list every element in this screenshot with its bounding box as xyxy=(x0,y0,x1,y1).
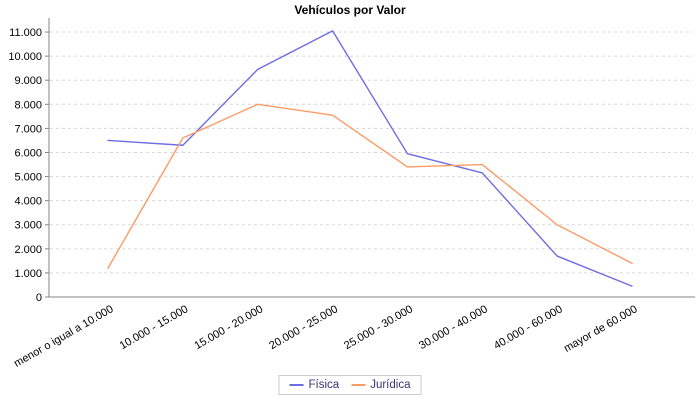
x-category-label: 10.000 - 15.000 xyxy=(118,303,191,352)
series-line-fisica xyxy=(107,30,633,287)
y-tick-label: 3.000 xyxy=(14,220,42,232)
legend-label-juridica: Jurídica xyxy=(370,379,411,391)
y-tick-label: 8.000 xyxy=(14,99,42,111)
x-category-label: 20.000 - 25.000 xyxy=(267,303,340,352)
x-category-label: 30.000 - 40.000 xyxy=(417,303,490,352)
y-tick-label: 2.000 xyxy=(14,244,42,256)
y-tick-label: 10.000 xyxy=(8,51,42,63)
y-tick-label: 0 xyxy=(36,292,42,304)
y-tick-label: 6.000 xyxy=(14,147,42,159)
y-tick-label: 5.000 xyxy=(14,172,42,184)
plot-area: 0 1.000 2.000 3.000 4.000 5.000 6.000 7.000 8.00… xyxy=(8,18,695,370)
y-tick-label: 1.000 xyxy=(14,268,42,280)
x-category-label: mayor de 60.000 xyxy=(562,303,640,355)
legend: Física Jurídica xyxy=(278,375,422,395)
legend-item-fisica: Física xyxy=(289,379,340,391)
legend-item-juridica: Jurídica xyxy=(351,379,410,391)
y-tick-label: 4.000 xyxy=(14,196,42,208)
y-tick-label: 11.000 xyxy=(9,27,42,39)
fisica-line-swatch xyxy=(289,384,304,386)
x-category-label: menor o igual a 10.000 xyxy=(12,303,115,370)
legend-label-fisica: Física xyxy=(308,379,340,391)
y-tick-label: 7.000 xyxy=(14,123,42,135)
y-tick-label: 9.000 xyxy=(14,75,42,87)
x-category-label: 15.000 - 20.000 xyxy=(192,303,265,352)
juridica-line-swatch xyxy=(351,384,366,386)
chart-title: Vehículos por Valor xyxy=(294,3,406,17)
x-category-label: 40.000 - 60.000 xyxy=(492,303,565,352)
x-category-label: 25.000 - 30.000 xyxy=(342,303,415,352)
series-line-juridica xyxy=(107,103,633,269)
